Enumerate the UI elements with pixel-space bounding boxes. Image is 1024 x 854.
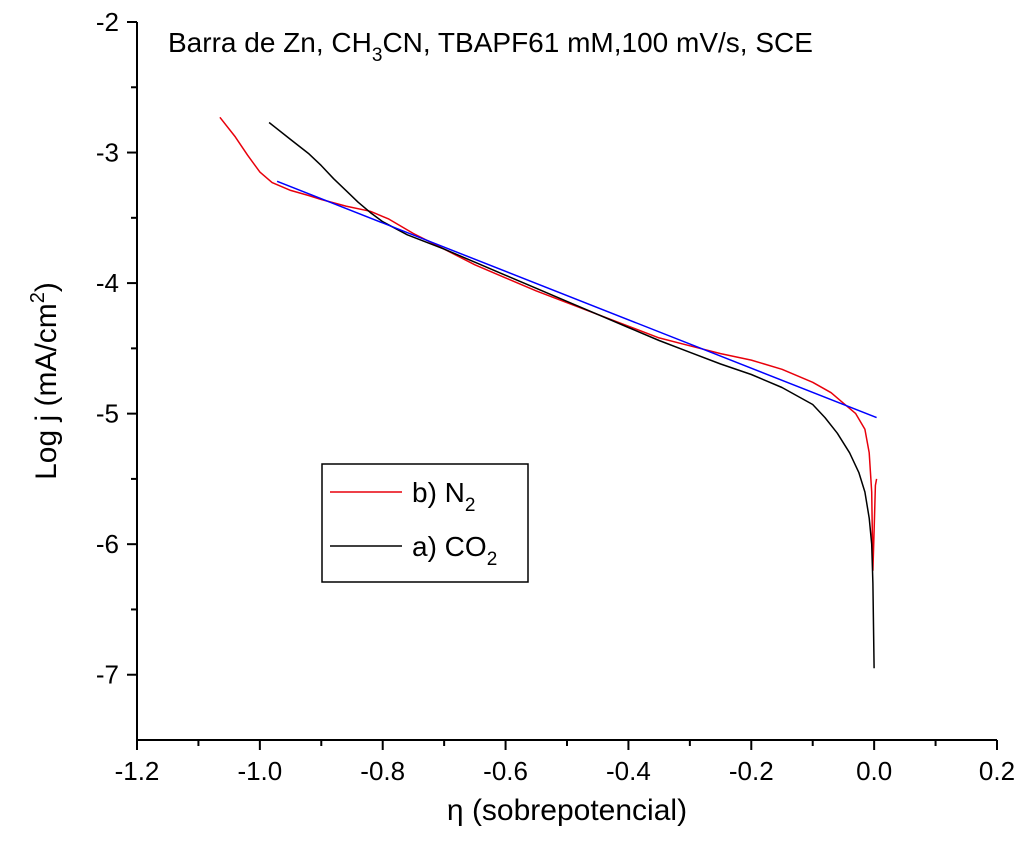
y-tick-label: -2 — [96, 7, 119, 37]
y-tick-label: -7 — [96, 660, 119, 690]
y-axis-title: Log j (mA/cm2) — [27, 282, 63, 480]
chart-title: Barra de Zn, CH3CN, TBAPF61 mM,100 mV/s,… — [168, 27, 813, 66]
x-tick-label: -0.6 — [483, 756, 528, 786]
series-layer — [219, 116, 878, 669]
y-tick-label: -6 — [96, 529, 119, 559]
x-tick-label: -1.0 — [237, 756, 282, 786]
y-tick-label: -4 — [96, 268, 119, 298]
series-line-b-n2 — [219, 116, 878, 572]
x-tick-label: 0.0 — [856, 756, 892, 786]
legend-box — [321, 463, 529, 583]
y-tick-label: -5 — [96, 399, 119, 429]
axis-ticks: -1.2 -1.0 -0.8 -0.6 -0.4 -0.2 0.0 0.2 -2 -3 -4 -5 -6… — [96, 7, 1015, 786]
legend-label-co2: a) CO2 — [412, 531, 497, 570]
x-axis-title: η (sobrepotencial) — [447, 794, 687, 827]
series-line-linear-fit — [276, 180, 877, 419]
x-tick-label: -0.4 — [606, 756, 651, 786]
series-line-a-co2 — [268, 121, 875, 669]
legend-label-n2: b) N2 — [412, 477, 475, 516]
x-tick-label: 0.2 — [979, 756, 1015, 786]
x-tick-label: -1.2 — [115, 756, 160, 786]
legend: b) N2 a) CO2 — [321, 463, 529, 583]
y-tick-label: -3 — [96, 138, 119, 168]
x-tick-label: -0.8 — [360, 756, 405, 786]
x-tick-label: -0.2 — [729, 756, 774, 786]
